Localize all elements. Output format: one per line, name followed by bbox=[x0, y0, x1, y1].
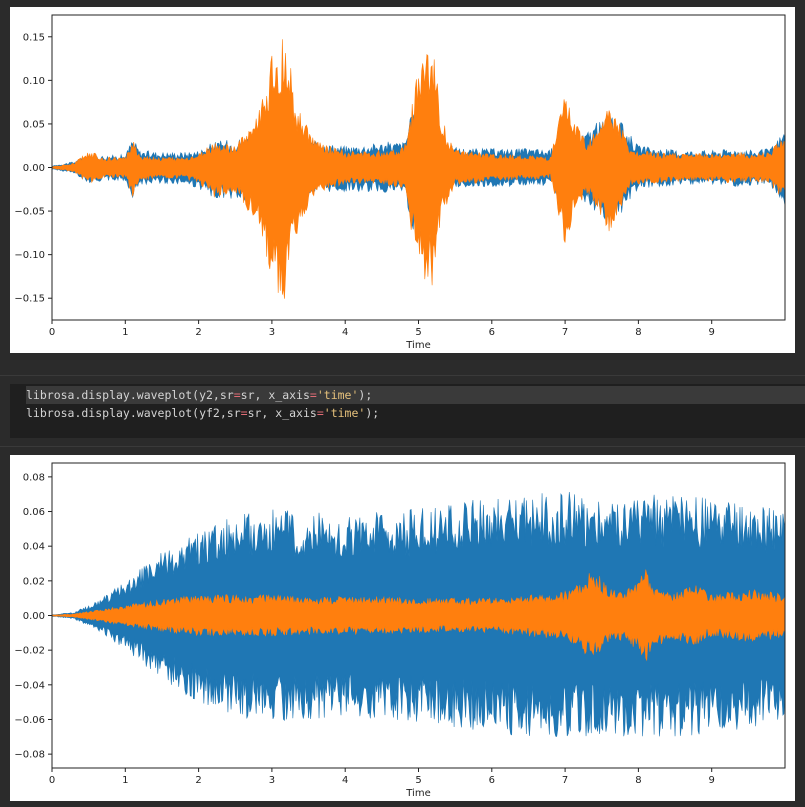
x-tick-label: 2 bbox=[195, 775, 201, 786]
y-tick-label: 0.15 bbox=[23, 32, 45, 43]
x-tick-label: 3 bbox=[269, 327, 275, 338]
x-tick-label: 8 bbox=[635, 327, 641, 338]
y-tick-label: 0.00 bbox=[23, 163, 45, 174]
x-tick-label: 1 bbox=[122, 775, 128, 786]
y-tick-label: −0.06 bbox=[14, 715, 45, 726]
y-tick-label: −0.02 bbox=[14, 646, 45, 657]
x-tick-label: 9 bbox=[709, 327, 715, 338]
x-axis-label: Time bbox=[405, 340, 430, 351]
x-tick-label: 9 bbox=[709, 775, 715, 786]
y-tick-label: 0.08 bbox=[23, 472, 45, 483]
y-tick-label: −0.05 bbox=[14, 207, 45, 218]
waveform-series-2 bbox=[51, 39, 786, 299]
x-tick-label: 1 bbox=[122, 327, 128, 338]
y-tick-label: 0.00 bbox=[23, 611, 45, 622]
x-tick-label: 0 bbox=[49, 327, 55, 338]
code-cell[interactable]: librosa.display.waveplot(y2,sr=sr, x_axi… bbox=[0, 375, 805, 447]
x-tick-label: 0 bbox=[49, 775, 55, 786]
x-tick-label: 7 bbox=[562, 775, 568, 786]
code-editor[interactable]: librosa.display.waveplot(y2,sr=sr, x_axi… bbox=[10, 384, 805, 438]
y-tick-label: −0.08 bbox=[14, 750, 45, 761]
code-line-1[interactable]: librosa.display.waveplot(y2,sr=sr, x_axi… bbox=[26, 386, 805, 404]
x-tick-label: 5 bbox=[415, 327, 421, 338]
y-tick-label: 0.02 bbox=[23, 576, 45, 587]
x-axis-label: Time bbox=[405, 788, 430, 799]
y-tick-label: 0.04 bbox=[23, 542, 45, 553]
x-tick-label: 4 bbox=[342, 775, 348, 786]
waveform-plot-1: 0.15 0.10 0.05 0.00 −0.05 −0.10 −0.15 0 1 2 3 4 5 6 7 8… bbox=[14, 14, 786, 351]
x-tick-label: 6 bbox=[489, 775, 495, 786]
y-tick-label: −0.15 bbox=[14, 294, 45, 305]
x-tick-label: 7 bbox=[562, 327, 568, 338]
x-tick-label: 8 bbox=[635, 775, 641, 786]
y-tick-label: −0.10 bbox=[14, 250, 45, 261]
y-tick-label: −0.04 bbox=[14, 680, 45, 691]
x-tick-label: 6 bbox=[489, 327, 495, 338]
x-tick-label: 4 bbox=[342, 327, 348, 338]
x-tick-label: 3 bbox=[269, 775, 275, 786]
x-tick-label: 5 bbox=[415, 775, 421, 786]
waveform-plot-2: 0.08 0.06 0.04 0.02 0.00 −0.02 −0.04 −0.06 −0.08… bbox=[14, 462, 786, 799]
x-tick-label: 2 bbox=[195, 327, 201, 338]
output-cell-1: 0.15 0.10 0.05 0.00 −0.05 −0.10 −0.15 0 1 2 3 4 5 6 7 8… bbox=[10, 7, 795, 353]
y-tick-label: 0.10 bbox=[23, 76, 45, 87]
code-line-2[interactable]: librosa.display.waveplot(yf2,sr=sr, x_ax… bbox=[26, 406, 380, 420]
y-tick-label: 0.05 bbox=[23, 119, 45, 130]
output-cell-2: 0.08 0.06 0.04 0.02 0.00 −0.02 −0.04 −0.06 −0.08… bbox=[10, 455, 795, 801]
y-tick-label: 0.06 bbox=[23, 507, 45, 518]
